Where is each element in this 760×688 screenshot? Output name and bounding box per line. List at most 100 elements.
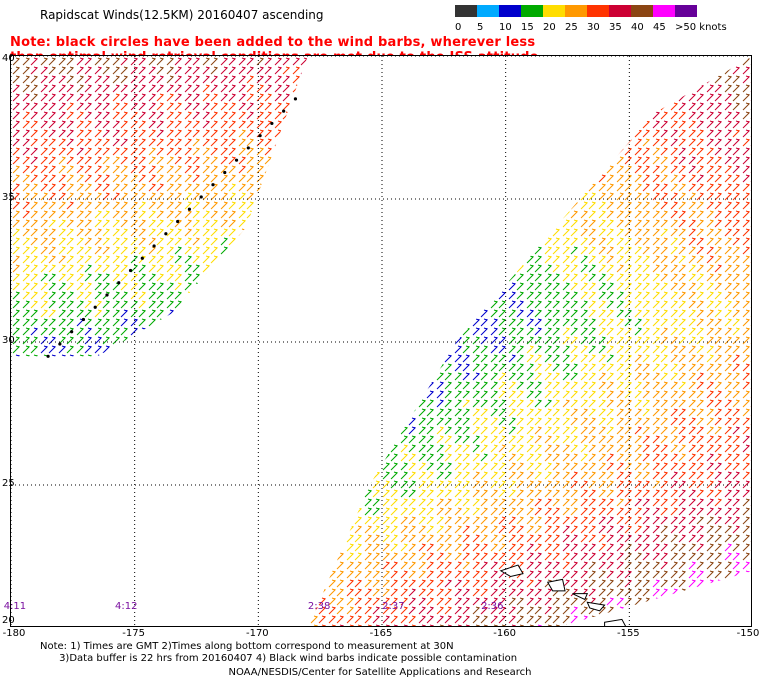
wind-barb [311,94,317,101]
wind-barb [211,445,217,452]
wind-barb [202,237,210,246]
wind-barb [365,229,371,236]
wind-barb [256,84,264,93]
wind-barb [210,111,218,120]
wind-barb [499,76,505,83]
wind-barb [401,274,407,281]
wind-barb [94,264,102,273]
wind-barb [239,472,245,479]
wind-barb [48,129,56,138]
wind-barb [409,67,415,74]
wind-barb [373,364,379,371]
wind-barb [185,418,191,425]
wind-barb [275,373,281,380]
wind-barb [319,427,325,434]
wind-barb [174,102,182,111]
wind-barb [292,66,300,75]
wind-barb [581,58,587,65]
wind-barb [13,427,19,434]
wind-barb [275,517,281,524]
wind-barb [256,156,264,165]
wind-barb [301,544,307,551]
wind-barb [220,192,228,201]
wind-barb [220,219,228,228]
wind-barb [437,256,443,263]
wind-barb [130,309,138,318]
colorbar-label: 40 [631,22,644,33]
wind-barb [437,310,443,317]
wind-barb [41,418,47,425]
wind-barb [293,373,299,380]
wind-barb [77,508,83,515]
wind-barb [157,490,163,497]
wind-barb [383,166,389,173]
wind-barb [264,291,272,300]
wind-barb [347,382,353,389]
wind-barb [103,589,109,596]
wind-barb [113,409,119,416]
wind-barb [347,139,353,146]
wind-barb [58,264,66,273]
wind-barb [220,327,228,336]
wind-barb [113,580,119,587]
wind-barb [445,94,451,101]
wind-barb [391,58,397,65]
wind-barb [337,544,343,551]
wind-barb [282,273,290,282]
wind-barb [751,229,752,236]
wind-barb [499,238,505,245]
wind-barb [365,472,371,479]
wind-barb [23,571,29,578]
wind-barb [751,67,752,74]
wind-barb [149,445,155,452]
wind-barb [545,220,551,227]
wind-barb [246,138,254,147]
wind-barb [365,256,371,263]
wind-barb [156,300,164,309]
wind-barb [355,184,361,191]
wind-barb [192,84,200,93]
wind-barb [553,202,559,209]
wind-barb [751,382,752,389]
wind-barb [76,66,84,75]
wind-barb [265,427,271,434]
wind-barb [67,589,73,596]
colorbar-label: 45 [653,22,666,33]
wind-barb [473,256,479,263]
wind-barb [275,490,281,497]
wind-barb [365,409,371,416]
wind-barb [329,436,335,443]
wind-barb [383,229,389,236]
wind-barb [221,427,227,434]
wind-barb [373,337,379,344]
wind-barb [246,93,254,102]
wind-barb [175,409,181,416]
wind-barb [509,130,515,137]
wind-barb [265,544,271,551]
wind-barb [113,463,119,470]
wind-barb [41,499,47,506]
wind-barb [499,103,505,110]
wind-barb [77,472,83,479]
wind-barb [59,418,65,425]
wind-barb [221,454,227,461]
wind-barb [22,264,30,273]
wind-barb [571,121,577,128]
wind-barb [193,445,199,452]
wind-barb [184,84,192,93]
wind-barb [120,174,128,183]
wind-barb [473,292,479,299]
wind-barb [175,517,181,524]
wind-barb [30,300,38,309]
wind-barb [31,580,37,587]
wind-barb [517,58,523,65]
wind-barb [517,202,523,209]
wind-barb [48,165,56,174]
wind-barb [292,120,300,129]
wind-barb [491,76,497,83]
wind-barb [76,183,84,192]
wind-barb [246,57,254,66]
wind-barb [563,211,569,218]
wind-barb [66,264,74,273]
wind-barb [113,490,119,497]
